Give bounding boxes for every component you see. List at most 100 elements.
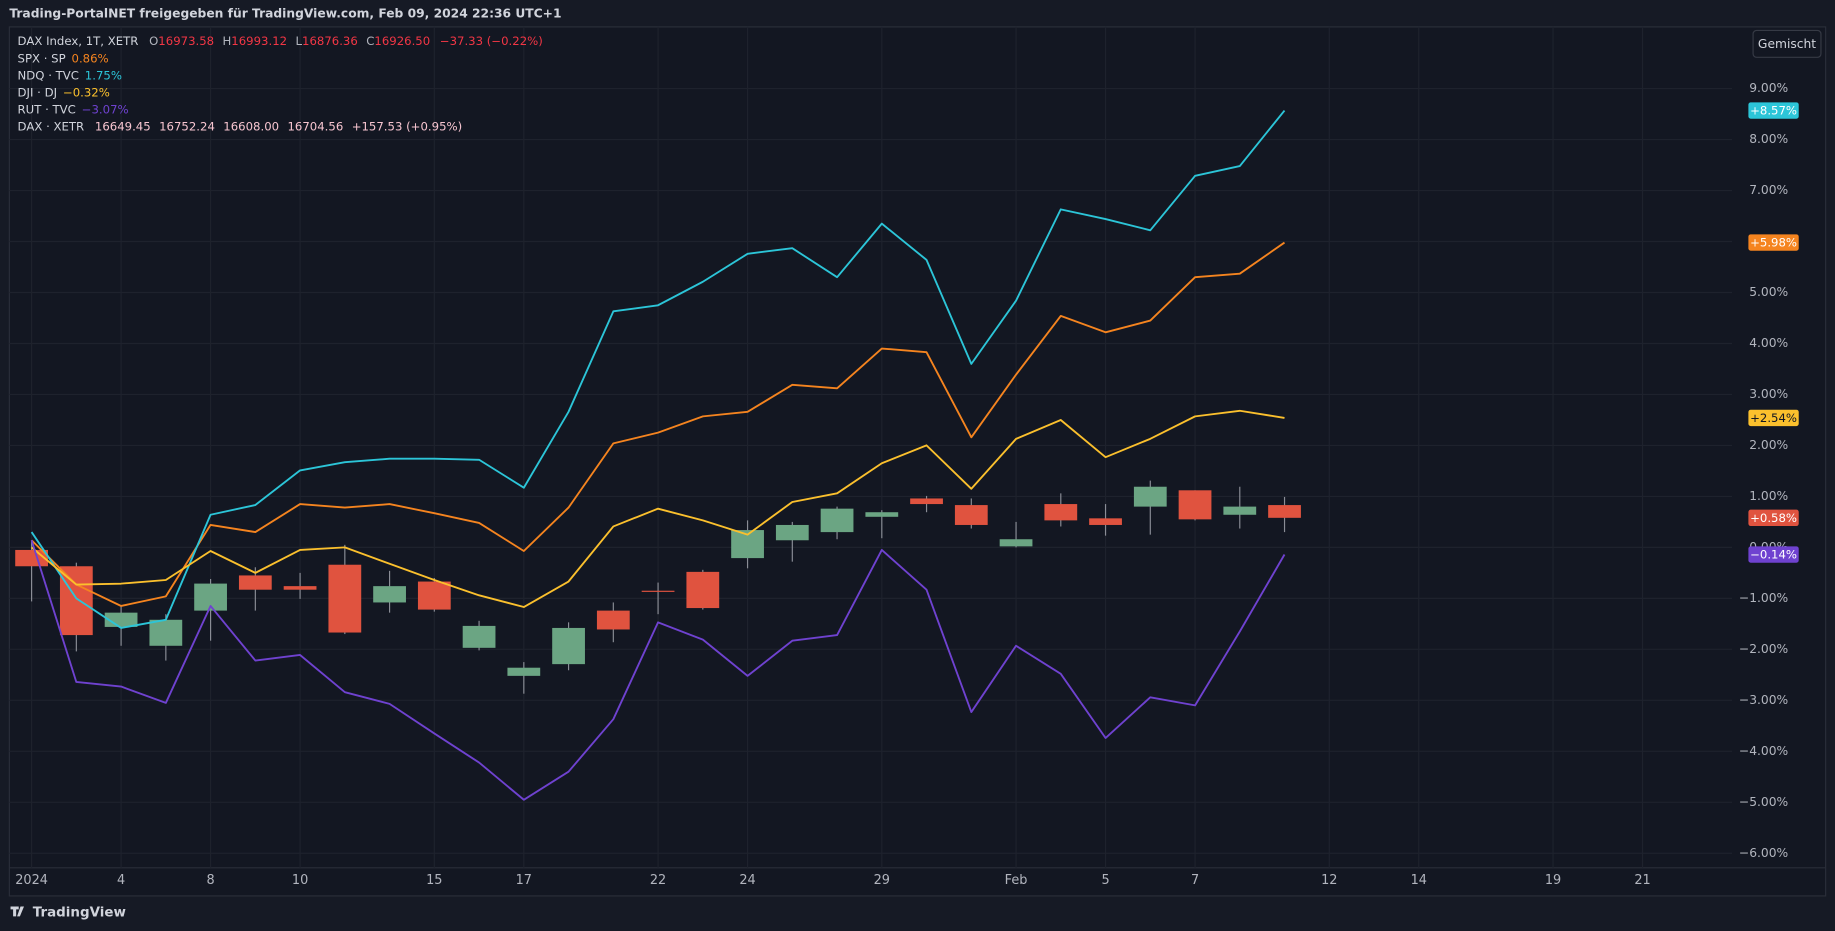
candle-body bbox=[283, 586, 317, 590]
plot bbox=[15, 109, 1301, 801]
candle-body bbox=[1223, 506, 1257, 515]
y-tick-label: −5.00% bbox=[1739, 795, 1788, 809]
ohlc-key: C bbox=[366, 33, 374, 47]
y-tick-label: 9.00% bbox=[1749, 81, 1788, 95]
y-tick-label: 3.00% bbox=[1749, 387, 1788, 401]
x-tick-label: 15 bbox=[426, 873, 442, 888]
price-badge-label: +0.58% bbox=[1750, 511, 1797, 525]
legend-extra-field: 16704.56 bbox=[288, 119, 344, 133]
legend-extra-field: 16608.00 bbox=[223, 119, 279, 133]
x-tick-label: 7 bbox=[1191, 873, 1199, 888]
y-tick-label: 1.00% bbox=[1749, 489, 1788, 503]
price-badge bbox=[1748, 409, 1799, 427]
x-tick-label: 22 bbox=[650, 873, 666, 888]
legend-entry: SPX · SP 0.86% bbox=[18, 51, 109, 65]
brand-name: TradingView bbox=[33, 905, 126, 920]
legend-main: DAX Index, 1T, XETR O16973.58 H16993.12 … bbox=[18, 33, 543, 47]
candle-body bbox=[820, 508, 854, 533]
legend-entry: DJI · DJ −0.32% bbox=[18, 85, 110, 99]
series-line bbox=[30, 109, 1286, 629]
y-tick-label: −4.00% bbox=[1739, 744, 1788, 758]
price-badge bbox=[1748, 509, 1799, 527]
legend-entry: RUT · TVC −3.07% bbox=[18, 102, 129, 116]
ohlc-key: O bbox=[149, 33, 158, 47]
y-tick-label: 5.00% bbox=[1749, 285, 1788, 299]
legend-series: SPX · SP 0.86% NDQ · TVC 1.75% DJI · DJ −0.32… bbox=[18, 51, 129, 116]
ohlc-key: H bbox=[223, 33, 232, 47]
ohlc-value: 16973.58 bbox=[158, 33, 214, 47]
series-line bbox=[30, 241, 1286, 607]
y-tick-label: 2.00% bbox=[1749, 438, 1788, 452]
candle-body bbox=[865, 512, 899, 517]
x-tick-label: 5 bbox=[1101, 873, 1109, 888]
ohlc-value: 16876.36 bbox=[302, 33, 358, 47]
legend-extra-field: 16752.24 bbox=[159, 119, 215, 133]
candle-body bbox=[596, 610, 630, 630]
legend-name: RUT · TVC bbox=[18, 102, 76, 116]
legend: DAX Index, 1T, XETR O16973.58 H16993.12 … bbox=[18, 33, 543, 132]
price-badge-label: +5.98% bbox=[1750, 236, 1797, 250]
candle-body bbox=[1133, 486, 1167, 507]
candle-body bbox=[328, 564, 362, 633]
legend-value: 1.75% bbox=[85, 68, 122, 82]
series-line bbox=[30, 539, 1286, 801]
y-tick-label: 8.00% bbox=[1749, 132, 1788, 146]
legend-entry: NDQ · TVC 1.75% bbox=[18, 68, 122, 82]
candle-body bbox=[1178, 490, 1212, 520]
legend-value: −0.32% bbox=[63, 85, 110, 99]
legend-value: −3.07% bbox=[82, 102, 129, 116]
legend-name: SPX · SP bbox=[18, 51, 66, 65]
button-label[interactable]: Gemischt bbox=[1758, 37, 1816, 51]
legend-extra-name: DAX · XETR bbox=[18, 119, 85, 133]
candle-body bbox=[507, 667, 541, 676]
badges: +0.58% +5.98% +8.57% +2.54% −0.14% bbox=[1748, 102, 1799, 563]
legend-title: DAX Index, 1T, XETR bbox=[18, 33, 139, 47]
series-line bbox=[30, 409, 1285, 608]
price-badge bbox=[1748, 234, 1799, 251]
price-badge bbox=[1748, 546, 1799, 563]
candle-body bbox=[999, 539, 1033, 547]
x-tick-label: 19 bbox=[1545, 873, 1561, 888]
price-badge-label: +8.57% bbox=[1750, 104, 1797, 118]
candle-body bbox=[552, 627, 585, 665]
y-tick-label: −1.00% bbox=[1739, 591, 1788, 605]
candle-body bbox=[238, 575, 272, 590]
legend-name: NDQ · TVC bbox=[18, 68, 79, 82]
scale-mode-button[interactable]: Gemischt bbox=[1752, 29, 1822, 58]
price-badge bbox=[1748, 102, 1799, 119]
legend-value: 0.86% bbox=[72, 51, 109, 65]
x-tick-label: 21 bbox=[1634, 873, 1650, 888]
candle-body bbox=[462, 625, 496, 648]
candle-body bbox=[1089, 518, 1122, 525]
x-tick-label: 29 bbox=[874, 873, 890, 888]
change: −37.33 (−0.22%) bbox=[440, 33, 543, 47]
candle-body bbox=[1268, 505, 1301, 518]
y-tick-label: −6.00% bbox=[1739, 846, 1788, 860]
x-tick-label: Feb bbox=[1005, 873, 1028, 888]
legend-extra: DAX · XETR 16649.45 16752.24 16608.00 16… bbox=[18, 119, 463, 133]
legend-extra-field: +157.53 (+0.95%) bbox=[352, 119, 462, 133]
button-frame[interactable] bbox=[1752, 29, 1822, 58]
x-tick-label: 14 bbox=[1411, 873, 1427, 888]
x-tick-label: 12 bbox=[1321, 873, 1337, 888]
axes: 9.00%8.00%7.00%6.00%5.00%4.00%3.00%2.00%… bbox=[15, 81, 1788, 888]
price-badge-label: −0.14% bbox=[1750, 548, 1797, 562]
ohlc-key: L bbox=[296, 33, 303, 47]
brand: TradingView bbox=[10, 905, 126, 920]
caption: Trading-PortalNET freigegeben für Tradin… bbox=[9, 7, 561, 21]
candle-body bbox=[775, 524, 809, 541]
candle-body bbox=[686, 571, 720, 609]
candle-body bbox=[910, 498, 943, 505]
y-tick-label: 4.00% bbox=[1749, 336, 1788, 350]
y-tick-label: −2.00% bbox=[1739, 642, 1788, 656]
brand-logo bbox=[10, 906, 24, 917]
y-tick-label: 7.00% bbox=[1749, 183, 1788, 197]
candle-body bbox=[417, 581, 451, 610]
x-tick-label: 8 bbox=[206, 873, 214, 888]
y-tick-label: −3.00% bbox=[1739, 693, 1788, 707]
ohlc-value: 16993.12 bbox=[231, 33, 287, 47]
x-tick-label: 24 bbox=[739, 873, 755, 888]
candle-body bbox=[59, 566, 93, 636]
candle-body bbox=[149, 619, 183, 646]
